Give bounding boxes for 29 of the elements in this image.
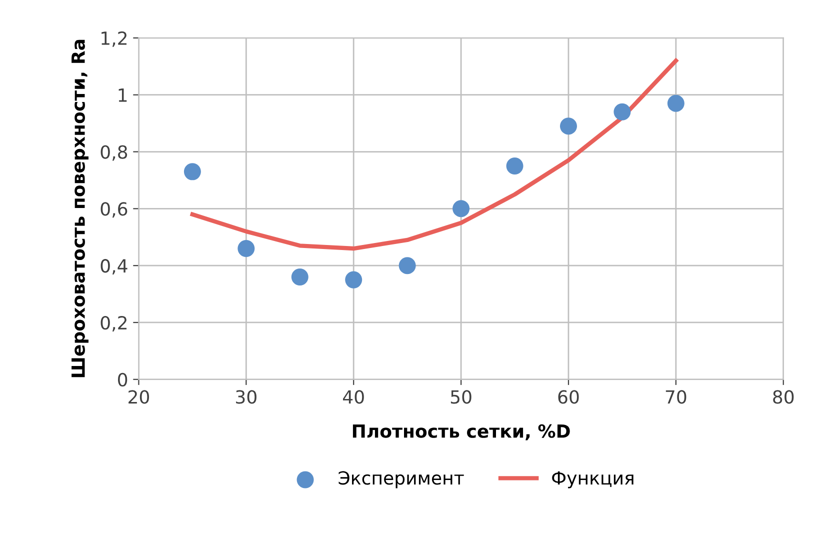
x-tick-label: 80 (773, 390, 794, 404)
point (184, 163, 201, 180)
point (238, 240, 255, 258)
y-tick-label: 0,2 (100, 316, 126, 332)
point (452, 200, 470, 218)
legend-label: Эксперимент (338, 471, 464, 488)
y-tick-label: 0,8 (100, 145, 128, 161)
legend-label: Функция (552, 471, 634, 488)
x-tick-label: 40 (342, 390, 364, 404)
point (506, 157, 524, 174)
x-tick-label: 20 (128, 390, 150, 404)
y-tick-label: 1 (118, 88, 127, 102)
y-tick-label: 0,6 (100, 202, 128, 218)
point (345, 271, 362, 288)
x-tick-label: 50 (450, 390, 472, 404)
y-tick-label: 0 (118, 372, 128, 387)
point (667, 94, 684, 112)
x-axis-title: Плотность сетки, %D (352, 424, 570, 440)
y-tick-label: 1,2 (102, 31, 126, 47)
y-axis-title: Шероховатость поверхности, Ra (72, 40, 88, 378)
y-tick-label: 0,4 (100, 259, 128, 275)
line-series (190, 58, 678, 251)
x-tick-label: 60 (558, 390, 579, 404)
x-tick-label: 30 (236, 390, 256, 404)
point (614, 103, 631, 120)
point (291, 268, 308, 286)
point (398, 257, 416, 274)
point (560, 118, 577, 135)
x-tick-label: 70 (666, 390, 686, 404)
